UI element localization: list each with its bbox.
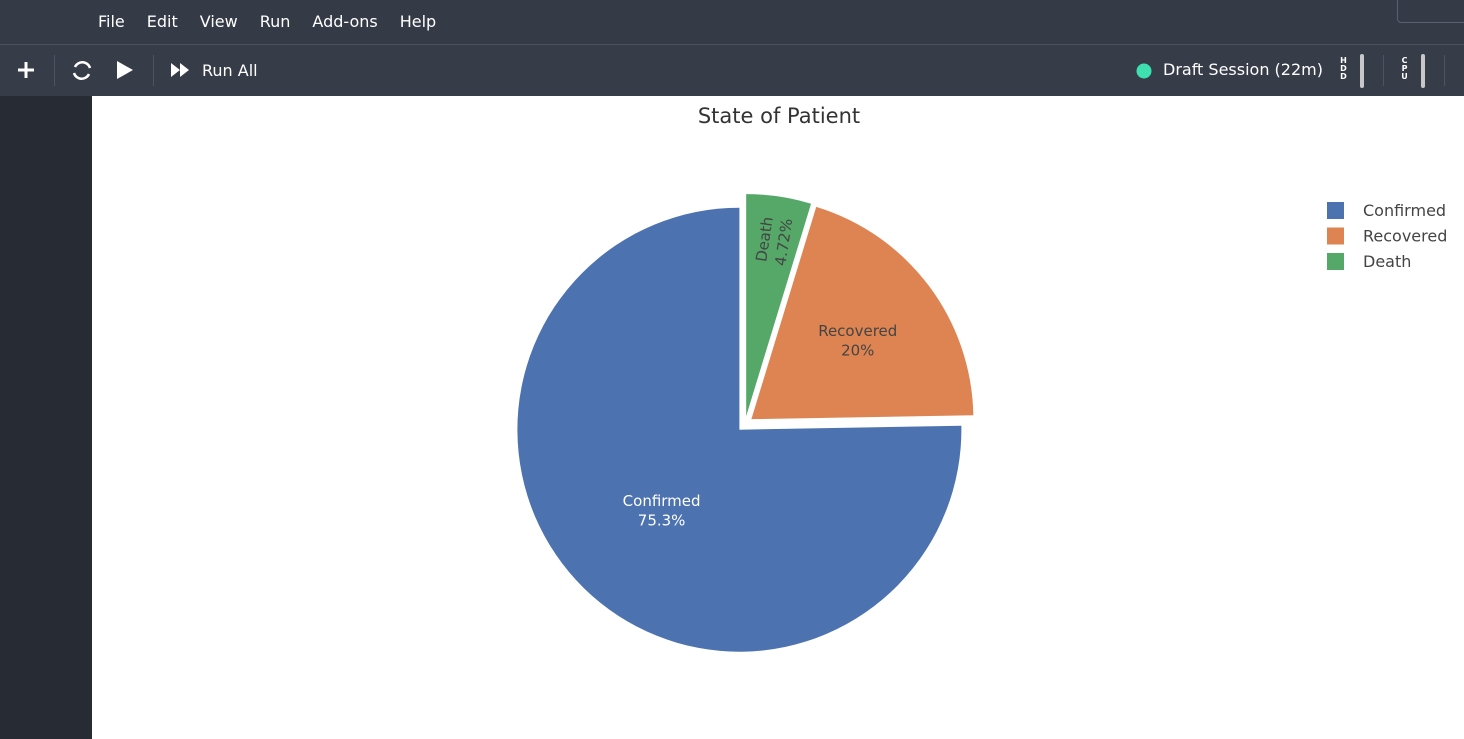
run-all[interactable]: Run All: [202, 61, 258, 80]
toolbar-icons: [18, 61, 1152, 80]
legend-label: Death: [1363, 252, 1411, 271]
hdd-label: HDD: [1339, 56, 1348, 80]
sidebar: [0, 96, 92, 739]
slice-value: 20%: [841, 341, 874, 359]
slice-category: Confirmed: [623, 492, 701, 510]
run-all-icon[interactable]: [171, 63, 189, 77]
legend-label: Recovered: [1363, 227, 1447, 246]
pie-slice: [751, 206, 974, 420]
chart-title: State of Patient: [698, 104, 860, 128]
session-status: [1136, 63, 1152, 79]
legend-label: Confirmed: [1363, 201, 1446, 220]
legend-swatch: [1327, 253, 1344, 270]
pie-slice: [517, 207, 962, 652]
slice-label: Confirmed 75.3%: [623, 492, 701, 530]
slice-label: Recovered 20%: [818, 322, 897, 360]
add-cell-icon[interactable]: [18, 62, 34, 78]
menu-item[interactable]: View: [199, 12, 238, 31]
hdd-meter: [1360, 54, 1364, 88]
menu-bar: File Edit View Run Add-ons Help: [0, 0, 1464, 45]
pie-slice: [746, 194, 812, 417]
session-label[interactable]: Draft Session (22m): [1163, 60, 1323, 79]
cpu-meter: [1421, 54, 1425, 88]
menu-item[interactable]: Run: [259, 12, 291, 31]
menu-item[interactable]: Help: [399, 12, 437, 31]
menu-item[interactable]: Add-ons: [312, 12, 378, 31]
separator: [1383, 55, 1384, 86]
legend-swatch: [1327, 227, 1344, 245]
cpu-label: CPU: [1400, 56, 1409, 80]
account-button[interactable]: [1397, 0, 1464, 23]
refresh-icon[interactable]: [72, 61, 92, 80]
slice-label: Death4.72%: [752, 214, 796, 267]
separator: [1444, 55, 1445, 86]
run-icon[interactable]: [117, 61, 133, 79]
menu-item[interactable]: File: [98, 12, 125, 31]
slice-value: 75.3%: [638, 511, 686, 529]
separator: [153, 55, 154, 86]
legend-swatch: [1327, 202, 1344, 219]
menu-item[interactable]: Edit: [146, 12, 178, 31]
menu: File Edit View Run Add-ons Help: [98, 12, 436, 31]
slice-category: Recovered: [818, 322, 897, 340]
separator: [54, 55, 55, 86]
toolbar: Run All Draft Session (22m) HDD CPU: [0, 45, 1464, 96]
